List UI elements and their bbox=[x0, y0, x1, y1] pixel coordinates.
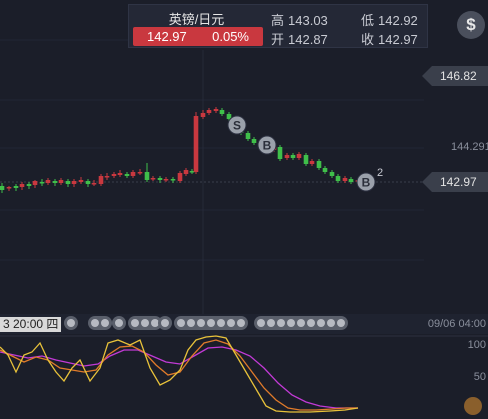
event-dots-group-4[interactable] bbox=[128, 316, 162, 330]
candle-body bbox=[213, 109, 219, 111]
candle-body bbox=[130, 172, 136, 176]
candle-body bbox=[163, 179, 169, 181]
oscillator-line-j bbox=[0, 346, 358, 409]
candle-body bbox=[65, 181, 71, 184]
oscillator-axis-100: 100 bbox=[467, 339, 486, 351]
candle-body bbox=[296, 154, 302, 158]
trade-marker-circle bbox=[356, 172, 376, 192]
candle-body bbox=[98, 176, 104, 184]
candle-body bbox=[117, 173, 123, 175]
trade-marker-letter: B bbox=[263, 139, 272, 153]
last-price-badge: 142.97 0.05% bbox=[133, 27, 263, 46]
trade-marker-circle bbox=[227, 115, 247, 135]
time-label-left: 3 20:00 四 bbox=[0, 317, 62, 332]
quote-panel: 英镑/日元 142.97 0.05% 高 143.03 低 142.92 开 142.… bbox=[128, 4, 428, 48]
trade-marker-circle bbox=[257, 135, 277, 155]
candle-body bbox=[277, 147, 283, 159]
stat-close: 收 142.97 bbox=[361, 32, 418, 47]
candlestick-series bbox=[0, 107, 361, 193]
oscillator-lines bbox=[0, 335, 359, 413]
candle-body bbox=[189, 171, 195, 173]
candle-body bbox=[85, 181, 91, 184]
candle-body bbox=[219, 110, 225, 114]
candle-body bbox=[316, 161, 322, 168]
candle-body bbox=[19, 184, 25, 187]
candle-body bbox=[150, 178, 156, 180]
candle-body bbox=[124, 174, 130, 176]
change-percent: 0.05% bbox=[212, 29, 249, 44]
candle-body bbox=[322, 168, 328, 172]
event-dots-group-7[interactable] bbox=[254, 316, 348, 330]
candle-body bbox=[290, 155, 296, 158]
candle-body bbox=[137, 172, 143, 174]
candle-body bbox=[342, 178, 348, 181]
candle-body bbox=[348, 179, 354, 182]
candle-body bbox=[45, 180, 51, 183]
candle-body bbox=[52, 181, 58, 183]
event-dots-group-6[interactable] bbox=[174, 316, 248, 330]
candle-body bbox=[111, 174, 117, 176]
candle-body bbox=[6, 187, 12, 189]
candle-body bbox=[193, 116, 199, 172]
candle-body bbox=[0, 186, 5, 190]
candle-body bbox=[32, 181, 38, 185]
candle-body bbox=[251, 139, 257, 143]
app-logo-icon bbox=[464, 397, 482, 415]
trade-marker-letter: B bbox=[362, 176, 371, 190]
candle-body bbox=[200, 113, 206, 117]
oscillator-axis-50: 50 bbox=[473, 371, 486, 383]
candle-body bbox=[78, 180, 84, 182]
candle-body bbox=[245, 133, 251, 139]
stat-high: 高 143.03 bbox=[271, 13, 328, 28]
candle-body bbox=[157, 178, 163, 180]
candle-body bbox=[206, 110, 212, 113]
candle-body bbox=[26, 184, 32, 186]
candle-body bbox=[91, 183, 97, 185]
last-price: 142.97 bbox=[147, 29, 187, 44]
candle-body bbox=[13, 186, 19, 188]
candle-body bbox=[39, 182, 45, 184]
candle-body bbox=[284, 155, 290, 158]
candle-body bbox=[183, 170, 189, 174]
candle-body bbox=[104, 176, 110, 178]
candle-body bbox=[329, 172, 335, 176]
candle-body bbox=[226, 114, 232, 119]
event-dots-group-5[interactable] bbox=[158, 316, 172, 330]
candle-body bbox=[309, 161, 315, 164]
price-tag-top: 146.82 bbox=[422, 66, 488, 86]
oscillator-line-k bbox=[0, 335, 359, 413]
dollar-icon[interactable]: $ bbox=[457, 11, 485, 39]
candle-body bbox=[177, 173, 183, 181]
candle-body bbox=[335, 176, 341, 181]
trade-marker-count: 2 bbox=[377, 167, 383, 179]
event-dots-group-3[interactable] bbox=[112, 316, 126, 330]
stat-low: 低 142.92 bbox=[361, 13, 418, 28]
oscillator-line-d bbox=[0, 339, 358, 411]
trade-marker-letter: S bbox=[233, 119, 241, 133]
price-tag-current: 142.97 bbox=[422, 172, 488, 192]
time-label-right: 09/06 04:00 bbox=[427, 318, 486, 330]
candle-body bbox=[58, 180, 64, 183]
price-axis-mid-label: 144.291 bbox=[451, 141, 488, 153]
event-dots-group-2[interactable] bbox=[88, 316, 112, 330]
event-dots-group-1[interactable] bbox=[64, 316, 78, 330]
pair-title: 英镑/日元 bbox=[168, 12, 225, 27]
stat-open: 开 142.87 bbox=[271, 32, 328, 47]
candle-body bbox=[144, 172, 150, 180]
candle-body bbox=[303, 155, 309, 164]
candle-body bbox=[170, 179, 176, 181]
candle-body bbox=[71, 181, 77, 184]
